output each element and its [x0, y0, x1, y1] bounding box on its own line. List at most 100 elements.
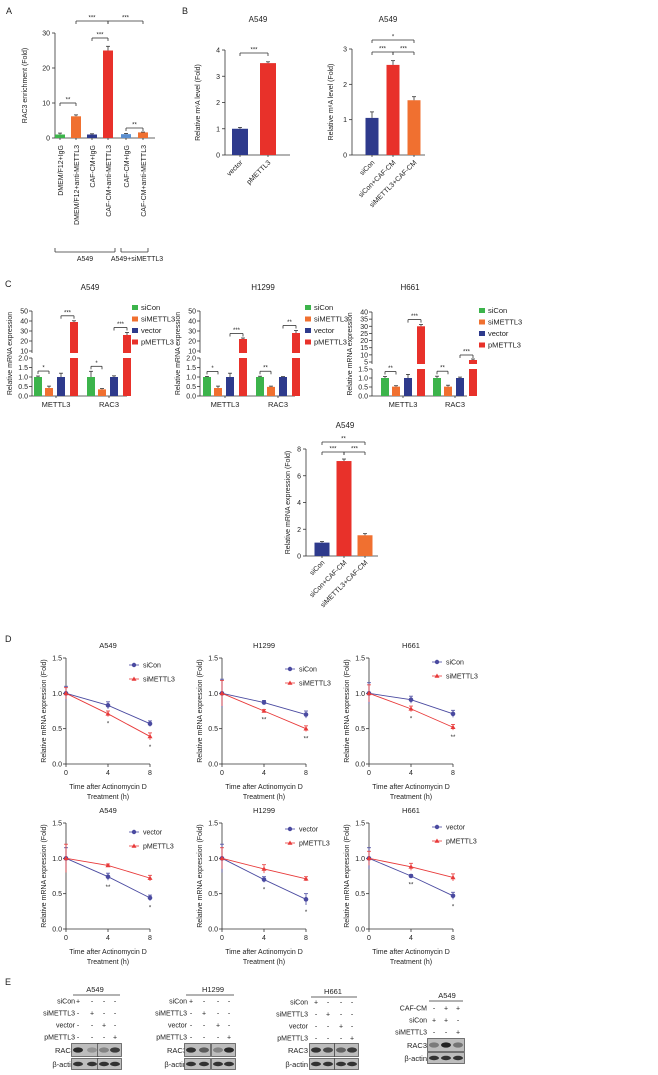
condition-sign: + — [314, 1000, 318, 1007]
significance-label: * — [305, 910, 308, 916]
y-tick-label: 1.0 — [208, 856, 218, 863]
significance-label: *** — [379, 47, 387, 53]
legend-swatch — [479, 331, 485, 336]
condition-sign: - — [315, 1036, 318, 1043]
legend-marker — [287, 680, 293, 685]
y-tick-label: 2 — [216, 100, 220, 107]
y-tick-label: 1 — [343, 117, 347, 124]
blot-membrane — [334, 1058, 359, 1070]
data-point — [303, 726, 309, 731]
x-tick-label: 0 — [220, 770, 224, 777]
y-tick-label: 0 — [216, 153, 220, 160]
condition-sign: - — [433, 1006, 436, 1013]
bar — [138, 132, 148, 138]
data-point — [450, 724, 456, 730]
data-point — [261, 877, 267, 882]
y-tick-label: 0.5 — [355, 891, 365, 898]
y-axis-label: Relative m⁶A level (Fold) — [328, 64, 335, 141]
panel-label-b: B — [182, 6, 188, 16]
significance-label: *** — [88, 16, 96, 22]
significance-label: * — [95, 361, 98, 367]
legend-marker — [434, 824, 440, 830]
significance-label: ** — [263, 366, 268, 372]
data-point — [261, 700, 267, 705]
category-label: DMEM/F12+anti-METTL3 — [74, 145, 81, 225]
condition-sign: - — [103, 999, 106, 1006]
condition-sign: - — [340, 1000, 343, 1007]
y-tick-label: 3 — [343, 47, 347, 54]
legend-label: pMETTL3 — [143, 844, 174, 851]
y-tick-label: 1.0 — [52, 691, 62, 698]
significance-label: * — [107, 722, 110, 728]
legend-swatch — [305, 328, 311, 333]
band — [73, 1047, 83, 1053]
bar-upper — [469, 360, 477, 364]
band-label: β-actin — [285, 1060, 308, 1069]
y-tick-label: 0.0 — [355, 762, 365, 769]
data-point — [261, 708, 267, 713]
y-tick-label: 0.5 — [18, 384, 28, 391]
band-label: RAC3 — [55, 1046, 75, 1055]
y-tick-label: 0.5 — [208, 726, 218, 733]
condition-sign: - — [327, 1036, 330, 1043]
condition-sign: - — [228, 1011, 231, 1018]
y-axis-label: Relative m⁶A level (Fold) — [195, 64, 202, 141]
y-tick-label: 1.0 — [52, 856, 62, 863]
condition-sign: - — [203, 999, 206, 1006]
bar — [45, 388, 53, 396]
band — [224, 1047, 234, 1053]
legend-swatch — [305, 316, 311, 322]
y-tick-label: 1.0 — [358, 376, 368, 383]
condition-sign: - — [217, 1011, 220, 1018]
significance-label: * — [392, 35, 395, 41]
x-tick-label: 8 — [148, 770, 152, 777]
chart-title: H661 — [402, 641, 420, 650]
band — [87, 1047, 97, 1053]
y-tick-label: 1 — [216, 126, 220, 133]
y-tick-label: 1.0 — [18, 375, 28, 382]
bar — [407, 100, 421, 155]
x-tick-label: 0 — [220, 935, 224, 942]
data-point — [408, 697, 414, 702]
y-tick-label: 1.0 — [355, 856, 365, 863]
condition-label: siMETTL3 — [395, 1030, 427, 1037]
x-axis-label: Treatment (h) — [243, 959, 285, 966]
data-point — [303, 897, 309, 902]
y-tick-label: 5 — [364, 360, 368, 367]
legend-label: siCon — [299, 667, 317, 674]
y-axis-label: Relative mRNA expression — [347, 312, 354, 395]
band-label: RAC3 — [167, 1046, 187, 1055]
y-tick-label: 0.5 — [208, 891, 218, 898]
condition-label: vector — [168, 1023, 188, 1030]
bar — [386, 64, 400, 155]
band — [224, 1061, 234, 1067]
band — [87, 1061, 97, 1067]
bar-upper — [70, 322, 78, 353]
legend-swatch — [479, 319, 485, 325]
legend-marker — [131, 662, 137, 668]
band — [73, 1061, 83, 1067]
bar — [87, 377, 95, 396]
y-tick-label: 20 — [42, 66, 50, 73]
condition-sign: + — [216, 1023, 220, 1030]
bar — [103, 50, 113, 138]
band — [453, 1055, 463, 1061]
significance-label: ** — [287, 320, 292, 326]
y-tick-label: 1.5 — [208, 821, 218, 828]
condition-sign: - — [203, 1035, 206, 1042]
data-point — [105, 862, 111, 868]
condition-sign: + — [444, 1006, 448, 1013]
y-tick-label: 0.5 — [52, 726, 62, 733]
y-tick-label: 2 — [297, 527, 301, 534]
band-label: β-actin — [52, 1060, 75, 1069]
band — [453, 1042, 463, 1048]
data-point — [408, 706, 414, 711]
data-point — [450, 893, 456, 899]
y-tick-label: 40 — [188, 319, 196, 326]
legend-swatch — [305, 305, 311, 310]
data-point — [105, 874, 111, 880]
data-point — [303, 876, 309, 881]
chart-title: H1299 — [251, 283, 275, 292]
category-label: CAF-CM+IgG — [90, 145, 97, 188]
condition-label: CAF-CM — [400, 1006, 427, 1013]
